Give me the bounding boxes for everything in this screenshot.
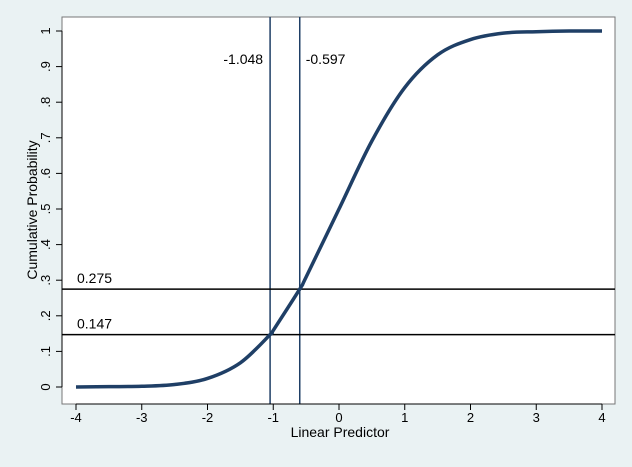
- y-tick-label: .3: [38, 275, 53, 286]
- y-tick-label: .6: [38, 168, 53, 179]
- x-tick-label: 4: [598, 410, 605, 425]
- horizontal-reference-label: 0.147: [77, 316, 112, 332]
- y-tick-label: 1: [38, 27, 53, 34]
- x-tick-label: 3: [533, 410, 540, 425]
- y-tick-label: .9: [38, 61, 53, 72]
- y-tick-label: .1: [38, 346, 53, 357]
- y-axis: 0 .1 .2 .3 .4 .5 .6 .7 .8 .9 1: [38, 27, 63, 391]
- cdf-series-line: [75, 29, 603, 389]
- x-tick-label: 1: [401, 410, 408, 425]
- vertical-reference-label: -1.048: [223, 51, 263, 67]
- y-tick-label: .5: [38, 204, 53, 215]
- reference-lines: [62, 17, 615, 404]
- y-tick-label: .7: [38, 132, 53, 143]
- y-tick-label: .2: [38, 310, 53, 321]
- x-tick-label: -3: [136, 410, 148, 425]
- y-tick-label: .8: [38, 97, 53, 108]
- x-tick-label: 2: [467, 410, 474, 425]
- x-axis-label: Linear Predictor: [291, 424, 390, 440]
- x-tick-label: -2: [202, 410, 214, 425]
- x-tick-label: -4: [70, 410, 82, 425]
- horizontal-reference-label: 0.275: [77, 270, 112, 286]
- y-tick-label: .4: [38, 239, 53, 250]
- x-tick-label: -1: [267, 410, 279, 425]
- x-tick-label: 0: [335, 410, 342, 425]
- series-layer: [75, 29, 603, 389]
- reference-labels: -1.048 -0.597 0.275 0.147: [77, 51, 346, 332]
- y-tick-label: 0: [38, 383, 53, 390]
- vertical-reference-label: -0.597: [306, 51, 346, 67]
- y-axis-label: Cumulative Probability: [24, 140, 40, 279]
- x-axis: -4 -3 -2 -1 0 1 2 3 4: [70, 403, 606, 425]
